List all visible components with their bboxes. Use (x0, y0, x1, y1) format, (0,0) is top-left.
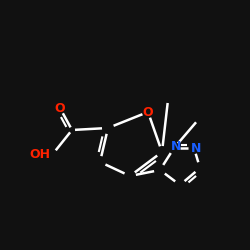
Text: O: O (143, 106, 153, 118)
Text: O: O (55, 102, 65, 114)
Text: OH: OH (29, 148, 50, 162)
Text: N: N (171, 140, 181, 152)
Text: N: N (191, 142, 201, 154)
